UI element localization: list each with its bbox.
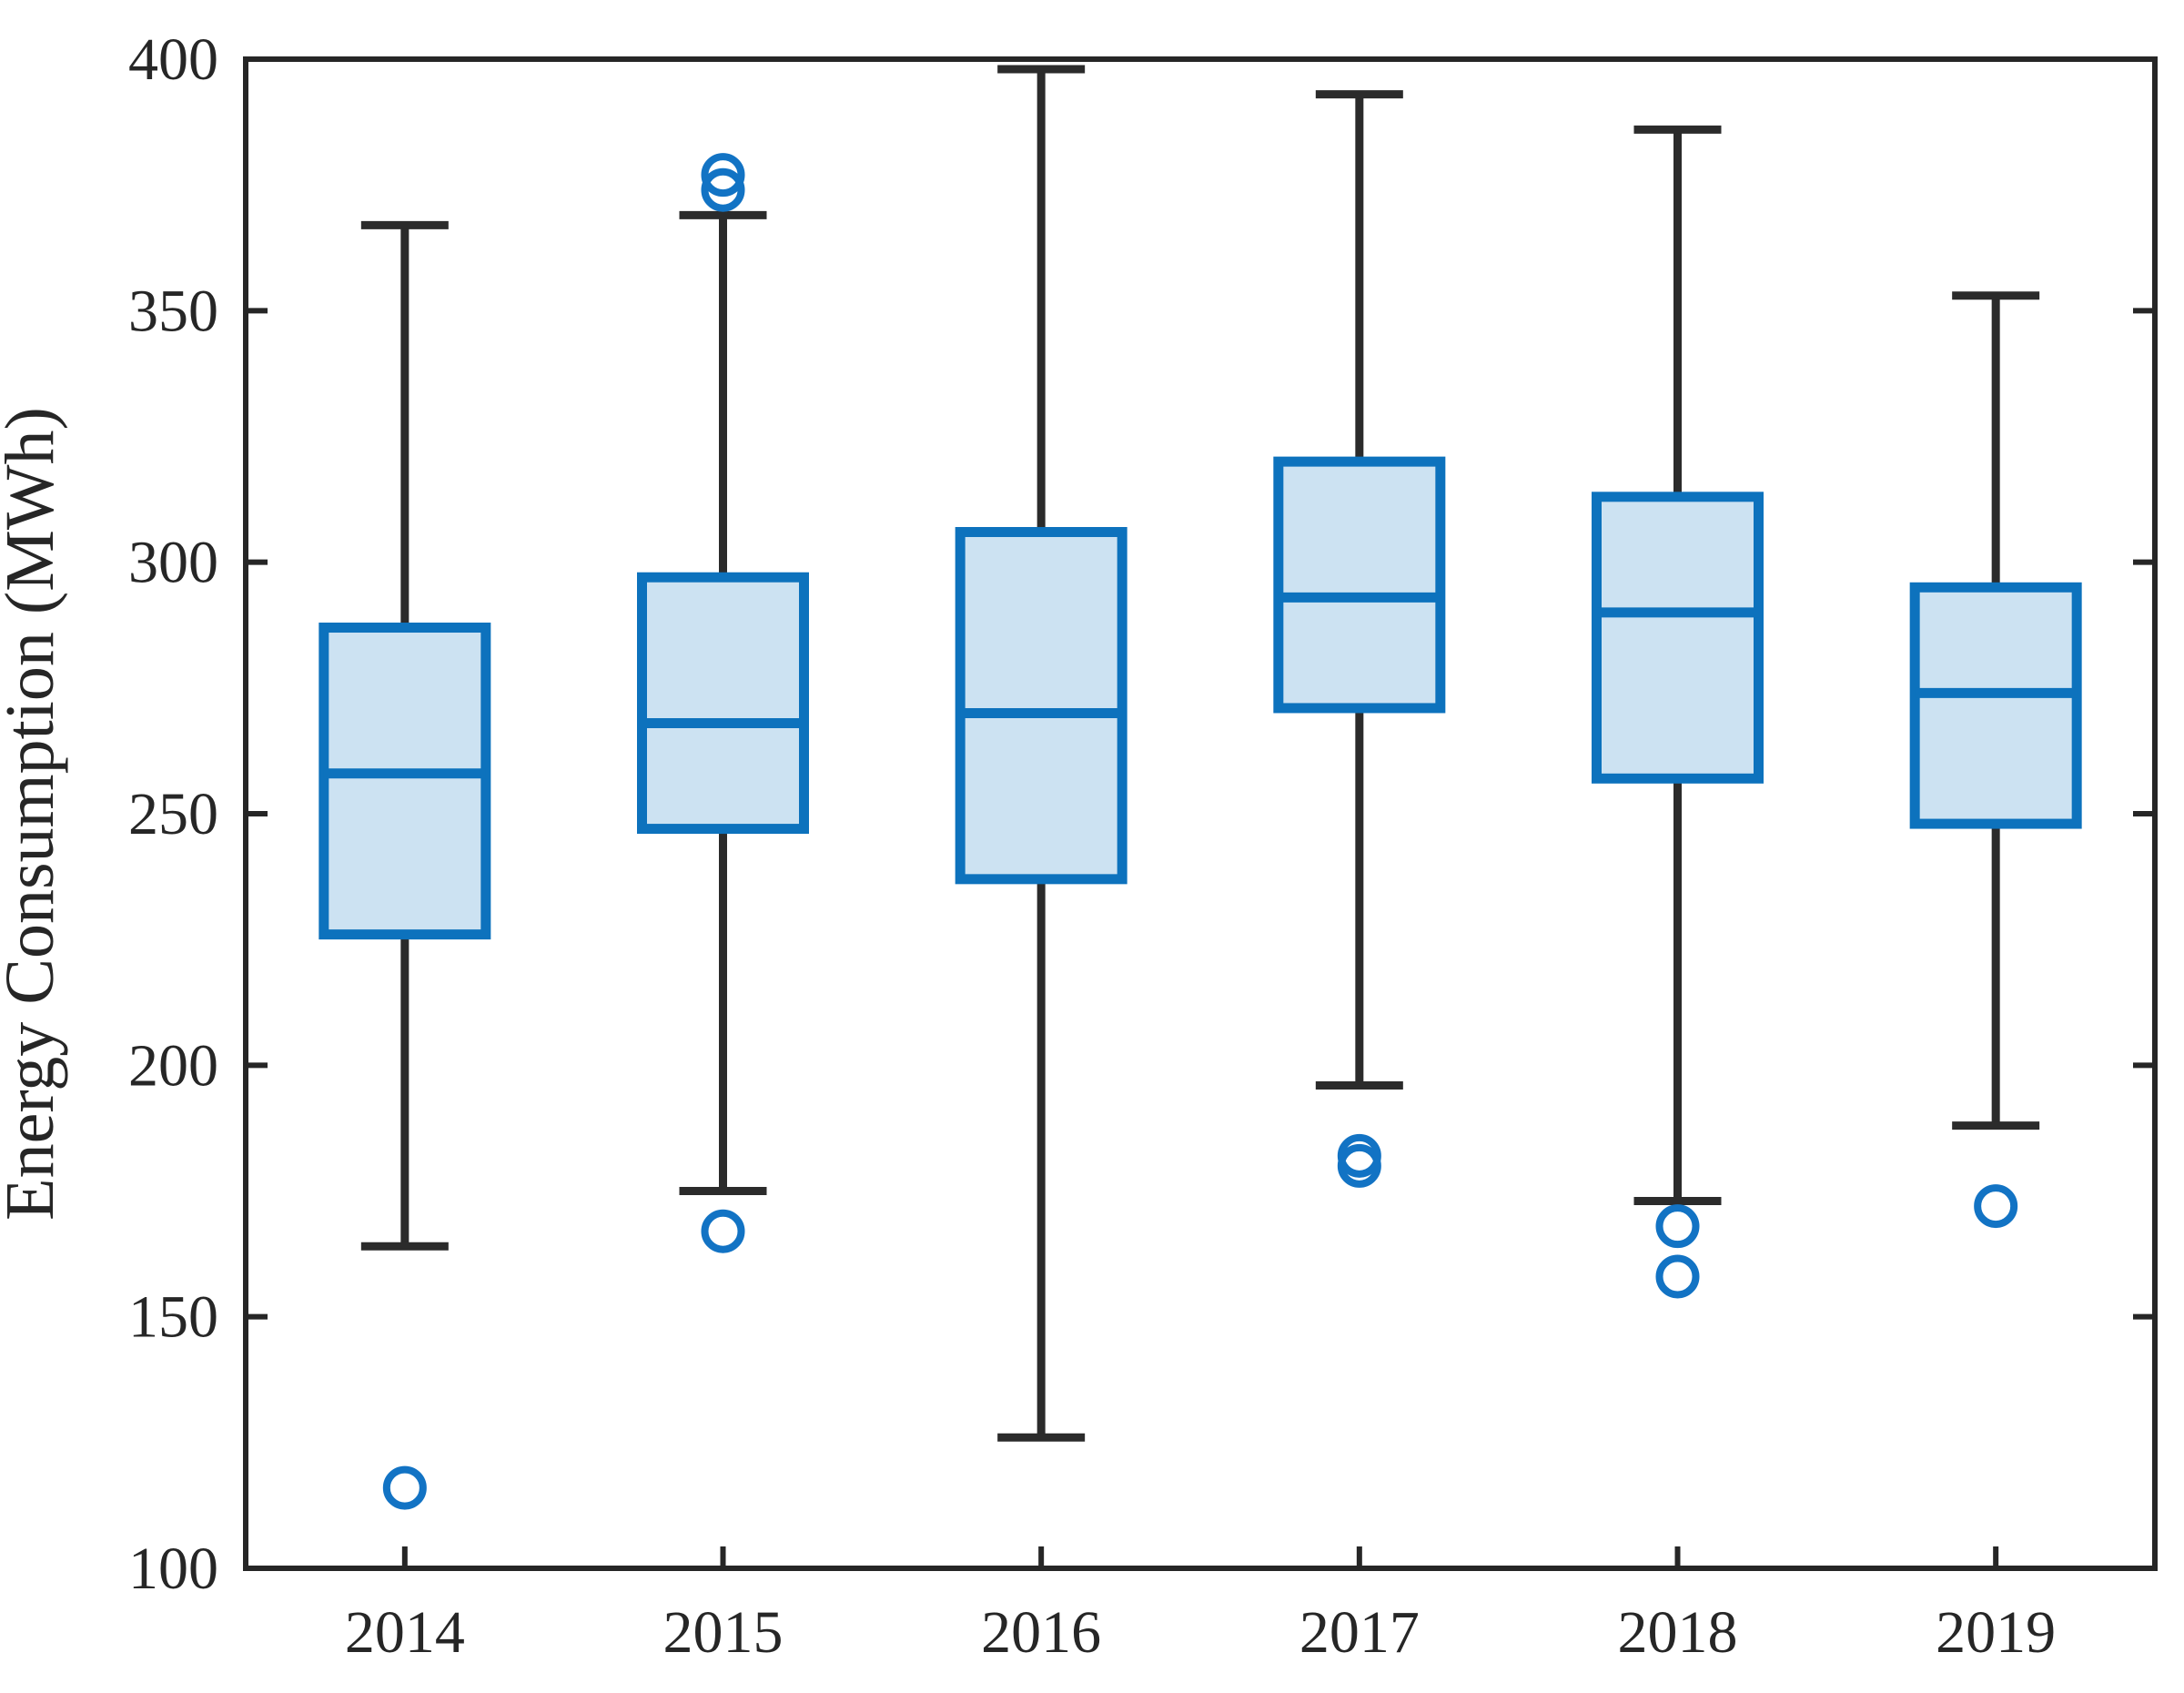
y-tick-label: 150 xyxy=(128,1284,218,1351)
iqr-box-2015 xyxy=(637,572,809,835)
x-tick-label: 2014 xyxy=(345,1599,465,1666)
y-tick-label: 100 xyxy=(128,1536,218,1602)
iqr-box-2017 xyxy=(1273,456,1446,714)
x-tick-label: 2019 xyxy=(1936,1599,2056,1666)
outlier-2019 xyxy=(1974,1184,2018,1229)
outlier-2018 xyxy=(1655,1204,1700,1249)
x-tick-label: 2015 xyxy=(663,1599,784,1666)
outlier-2015 xyxy=(701,1209,745,1253)
y-tick-label: 400 xyxy=(128,26,218,93)
x-tick-label: 2017 xyxy=(1299,1599,1420,1666)
y-tick-label: 250 xyxy=(128,781,218,847)
outlier-2015 xyxy=(701,167,745,212)
outlier-2018 xyxy=(1655,1254,1700,1299)
y-axis-title: Energy Consumption (MWh) xyxy=(0,407,68,1221)
iqr-box-2018 xyxy=(1592,492,1764,784)
y-tick-label: 200 xyxy=(128,1032,218,1099)
iqr-box-2014 xyxy=(318,623,491,940)
plot-border xyxy=(243,56,2158,1571)
iqr-box-2019 xyxy=(1909,582,2082,829)
y-tick-label: 300 xyxy=(128,530,218,596)
x-tick-label: 2018 xyxy=(1618,1599,1738,1666)
outlier-2017 xyxy=(1337,1133,1381,1178)
x-tick-label: 2016 xyxy=(981,1599,1101,1666)
y-tick-label: 350 xyxy=(128,278,218,344)
iqr-box-2016 xyxy=(955,527,1127,885)
outlier-2015 xyxy=(701,153,745,198)
outlier-2014 xyxy=(382,1465,427,1510)
